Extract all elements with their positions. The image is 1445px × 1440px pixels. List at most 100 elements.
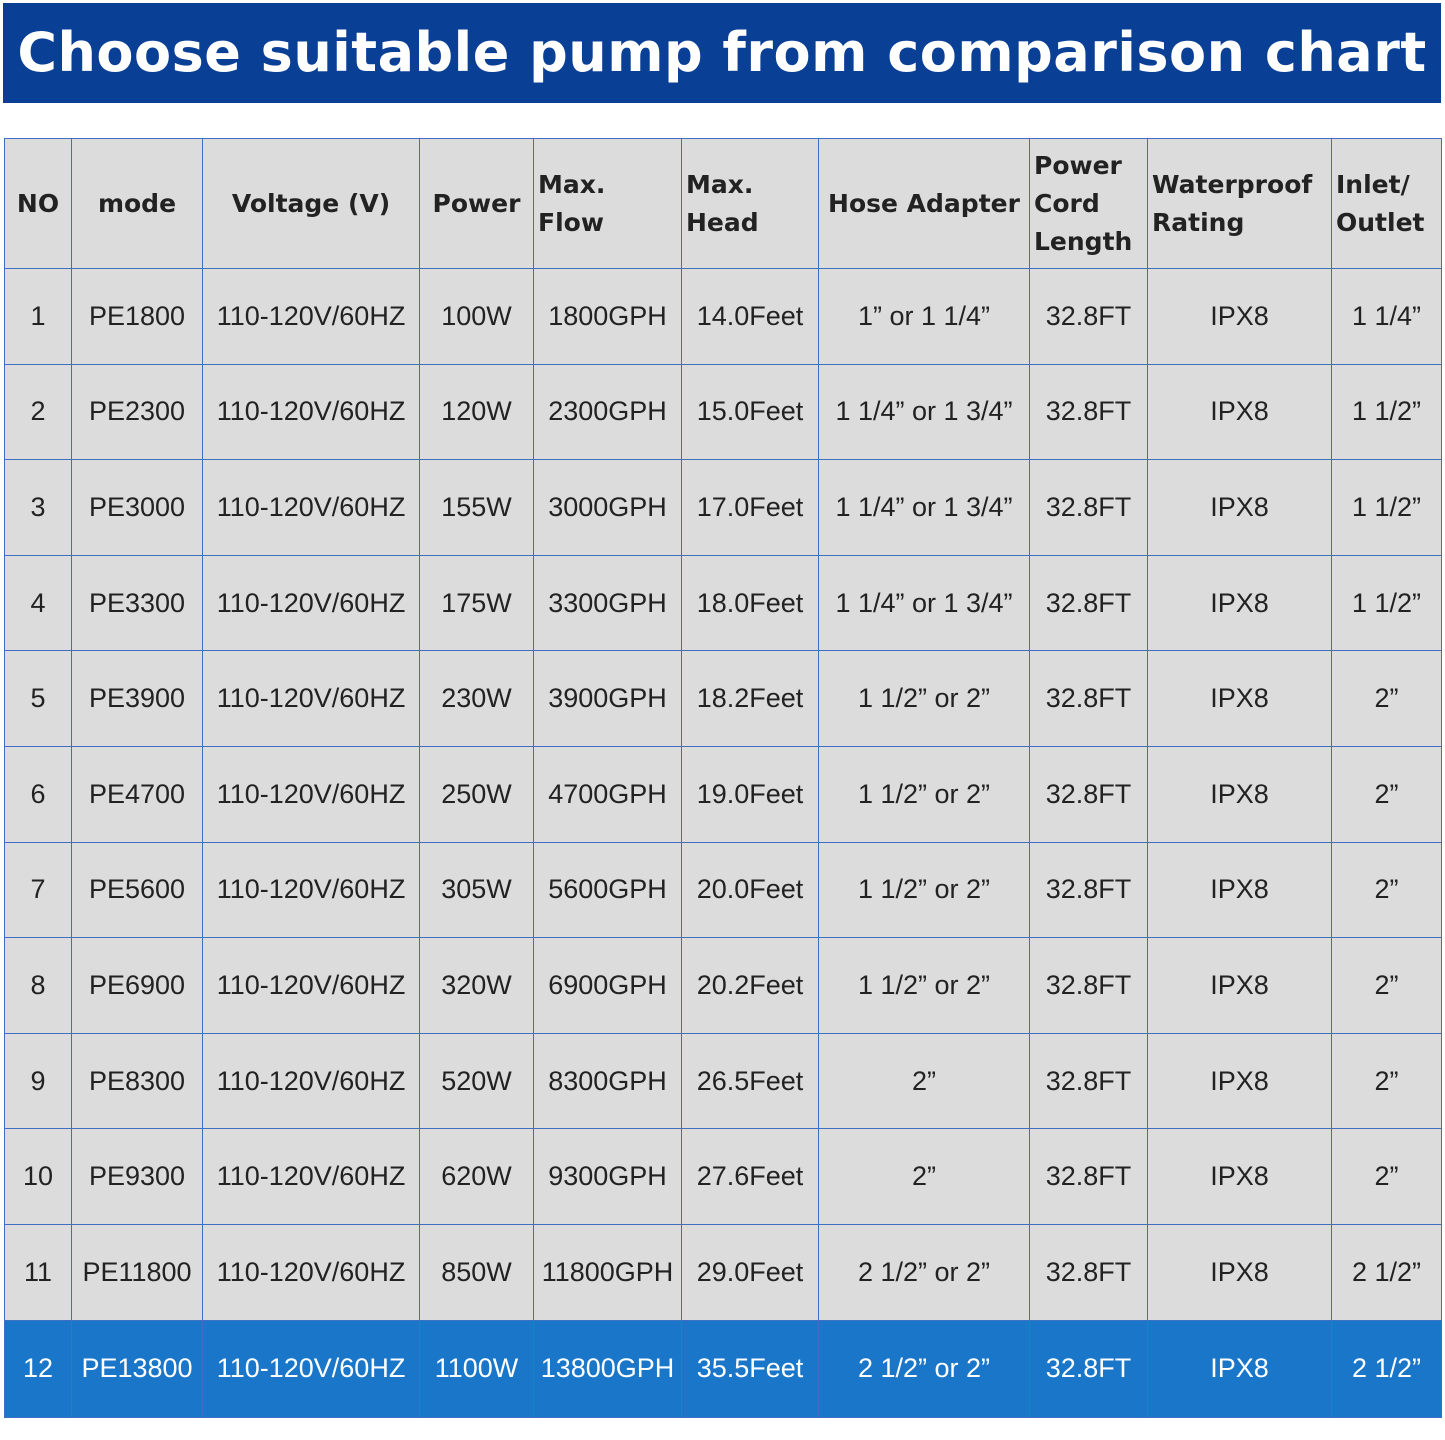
table-cell: 6900GPH: [533, 937, 682, 1034]
table-cell: PE2300: [71, 363, 203, 461]
table-cell: IPX8: [1147, 937, 1332, 1034]
table-cell: 110-120V/60HZ: [202, 745, 420, 843]
table-cell: PE4700: [71, 745, 203, 843]
table-cell: 19.0Feet: [681, 745, 819, 843]
table-cell: PE11800: [71, 1223, 203, 1321]
table-cell: 12: [4, 1319, 72, 1418]
table-row: 6 PE4700 110-120V/60HZ 250W 4700GPH 19.0Feet 1…: [4, 745, 1442, 843]
table-cell: IPX8: [1147, 1032, 1332, 1130]
table-cell: 35.5Feet: [681, 1319, 819, 1418]
table-cell: 1 1/4”: [1331, 268, 1442, 365]
table-cell: 110-120V/60HZ: [202, 1319, 420, 1418]
table-cell: 32.8FT: [1029, 841, 1148, 939]
table-cell: 110-120V/60HZ: [202, 1128, 420, 1225]
table-body: 1 PE1800 110-120V/60HZ 100W 1800GPH 14.0Feet 1…: [4, 268, 1442, 1418]
table-cell: 2 1/2” or 2”: [818, 1319, 1030, 1418]
column-header: Power Cord Length: [1029, 138, 1148, 269]
comparison-table: NO mode Voltage (V) Power Max. Flow Max. Head…: [4, 138, 1442, 1418]
table-cell: 110-120V/60HZ: [202, 268, 420, 365]
table-cell: 110-120V/60HZ: [202, 1032, 420, 1130]
table-cell: 2”: [1331, 841, 1442, 939]
column-header: Max. Head: [681, 138, 819, 269]
table-cell: 110-120V/60HZ: [202, 459, 420, 556]
table-cell: 5: [4, 650, 72, 747]
table-cell: 110-120V/60HZ: [202, 841, 420, 939]
table-row: 8 PE6900 110-120V/60HZ 320W 6900GPH 20.2Feet 1…: [4, 937, 1442, 1034]
table-cell: IPX8: [1147, 268, 1332, 365]
table-cell: 11: [4, 1223, 72, 1321]
table-cell: 3: [4, 459, 72, 556]
table-cell: 20.0Feet: [681, 841, 819, 939]
table-cell: 18.0Feet: [681, 554, 819, 652]
table-row: 9 PE8300 110-120V/60HZ 520W 8300GPH 26.5Feet 2…: [4, 1032, 1442, 1130]
table-cell: 2”: [1331, 1128, 1442, 1225]
table-cell: 110-120V/60HZ: [202, 554, 420, 652]
table-cell: 250W: [419, 745, 534, 843]
table-cell: 2”: [1331, 1032, 1442, 1130]
table-cell: 32.8FT: [1029, 1319, 1148, 1418]
table-cell: 120W: [419, 363, 534, 461]
table-cell: 13800GPH: [533, 1319, 682, 1418]
table-cell: 1: [4, 268, 72, 365]
table-cell: 32.8FT: [1029, 937, 1148, 1034]
table-cell: 10: [4, 1128, 72, 1225]
table-cell: 620W: [419, 1128, 534, 1225]
title-banner: Choose suitable pump from comparison cha…: [3, 3, 1441, 184]
table-cell: 32.8FT: [1029, 1128, 1148, 1225]
table-cell: 11800GPH: [533, 1223, 682, 1321]
table-cell: 1 1/4” or 1 3/4”: [818, 363, 1030, 461]
table-cell: 9: [4, 1032, 72, 1130]
table-row: 3 PE3000 110-120V/60HZ 155W 3000GPH 17.0Feet 1…: [4, 459, 1442, 556]
table-cell: 110-120V/60HZ: [202, 650, 420, 747]
table-row: 4 PE3300 110-120V/60HZ 175W 3300GPH 18.0Feet 1…: [4, 554, 1442, 652]
table-cell: 32.8FT: [1029, 268, 1148, 365]
table-cell: 32.8FT: [1029, 554, 1148, 652]
table-row: 12 PE13800 110-120V/60HZ 1100W 13800GPH 35.5F…: [4, 1319, 1442, 1418]
table-cell: 110-120V/60HZ: [202, 363, 420, 461]
table-cell: 32.8FT: [1029, 459, 1148, 556]
table-cell: 2”: [1331, 745, 1442, 843]
table-cell: 850W: [419, 1223, 534, 1321]
column-header: Max. Flow: [533, 138, 682, 269]
table-cell: 110-120V/60HZ: [202, 937, 420, 1034]
table-cell: 8300GPH: [533, 1032, 682, 1130]
table-cell: 2”: [1331, 650, 1442, 747]
table-row: 2 PE2300 110-120V/60HZ 120W 2300GPH 15.0Feet 1…: [4, 363, 1442, 461]
table-cell: 2”: [818, 1032, 1030, 1130]
table-row: 1 PE1800 110-120V/60HZ 100W 1800GPH 14.0Feet 1…: [4, 268, 1442, 365]
table-cell: PE3000: [71, 459, 203, 556]
table-cell: IPX8: [1147, 1319, 1332, 1418]
table-cell: IPX8: [1147, 841, 1332, 939]
column-header: mode: [71, 138, 203, 269]
table-cell: IPX8: [1147, 363, 1332, 461]
table-cell: IPX8: [1147, 459, 1332, 556]
table-cell: 17.0Feet: [681, 459, 819, 556]
table-row: 10 PE9300 110-120V/60HZ 620W 9300GPH 27.6Feet…: [4, 1128, 1442, 1225]
column-header: NO: [4, 138, 72, 269]
table-cell: 2: [4, 363, 72, 461]
table-cell: 1800GPH: [533, 268, 682, 365]
table-cell: IPX8: [1147, 745, 1332, 843]
table-cell: IPX8: [1147, 650, 1332, 747]
table-cell: 175W: [419, 554, 534, 652]
table-cell: 15.0Feet: [681, 363, 819, 461]
table-cell: 20.2Feet: [681, 937, 819, 1034]
table-cell: 3000GPH: [533, 459, 682, 556]
table-cell: 32.8FT: [1029, 1223, 1148, 1321]
table-cell: 2 1/2”: [1331, 1319, 1442, 1418]
table-cell: 4700GPH: [533, 745, 682, 843]
table-cell: 3300GPH: [533, 554, 682, 652]
table-cell: 155W: [419, 459, 534, 556]
table-cell: 320W: [419, 937, 534, 1034]
column-header: Hose Adapter: [818, 138, 1030, 269]
table-cell: 18.2Feet: [681, 650, 819, 747]
table-cell: IPX8: [1147, 1128, 1332, 1225]
table-cell: 7: [4, 841, 72, 939]
table-cell: 27.6Feet: [681, 1128, 819, 1225]
table-cell: PE13800: [71, 1319, 203, 1418]
table-cell: 26.5Feet: [681, 1032, 819, 1130]
table-cell: IPX8: [1147, 554, 1332, 652]
table-cell: PE8300: [71, 1032, 203, 1130]
table-cell: 29.0Feet: [681, 1223, 819, 1321]
